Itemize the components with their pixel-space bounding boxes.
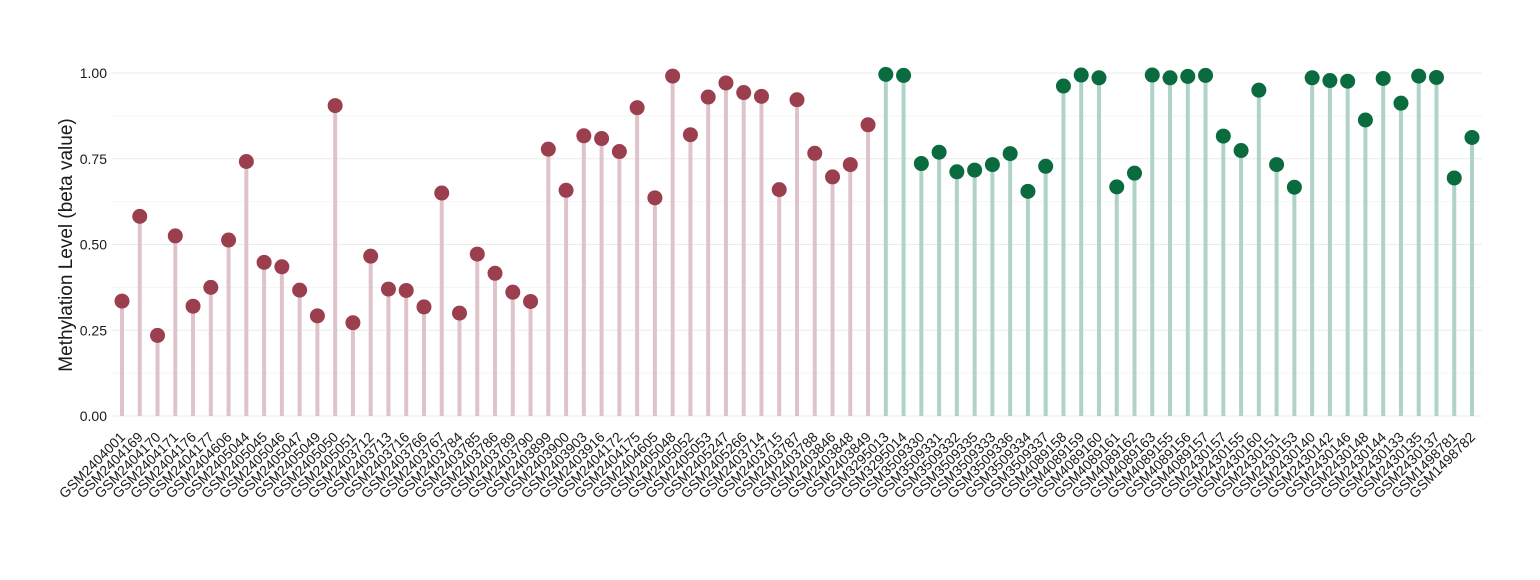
lollipop-point <box>558 182 574 198</box>
lollipop-point <box>1055 78 1071 94</box>
lollipop-point <box>505 284 521 300</box>
lollipop-point <box>789 92 805 108</box>
y-tick-label: 0.25 <box>80 322 107 338</box>
lollipop-point <box>896 67 912 83</box>
lollipop-point <box>949 164 965 180</box>
lollipop-point <box>1357 112 1373 128</box>
lollipop-point <box>807 145 823 161</box>
x-axis-ticks: GSM2404001GSM2404169GSM2404170GSM2404171… <box>56 429 1479 502</box>
lollipop-point <box>292 282 308 298</box>
lollipop-point <box>736 85 752 101</box>
lollipop-point <box>1464 129 1480 145</box>
lollipop-point <box>1162 70 1178 86</box>
lollipop-point <box>150 327 166 343</box>
lollipop-point <box>1393 95 1409 111</box>
lollipop-point <box>1109 179 1125 195</box>
lollipop-point <box>1411 68 1427 84</box>
lollipop-point <box>1340 73 1356 89</box>
y-tick-label: 0.50 <box>80 237 107 253</box>
lollipop-stems <box>120 74 1474 416</box>
lollipop-point <box>114 293 130 309</box>
lollipop-point <box>1198 67 1214 83</box>
lollipop-point <box>380 281 396 297</box>
lollipop-point <box>753 88 769 104</box>
lollipop-point <box>1144 67 1160 83</box>
lollipop-point <box>1446 170 1462 186</box>
lollipop-point <box>825 169 841 185</box>
lollipop-point <box>1304 70 1320 86</box>
lollipop-point <box>984 157 1000 173</box>
y-tick-label: 1.00 <box>80 65 107 81</box>
lollipop-point <box>327 98 343 114</box>
lollipop-point <box>487 265 503 281</box>
y-axis-ticks: 0.00 0.25 0.50 0.75 1.00 <box>80 65 107 424</box>
lollipop-point <box>1127 165 1142 181</box>
lollipop-point <box>416 299 432 315</box>
lollipop-point <box>185 298 201 314</box>
y-tick-label: 0.75 <box>80 151 107 167</box>
lollipop-point <box>452 305 467 321</box>
lollipop-point <box>1091 70 1107 86</box>
lollipop-point <box>931 144 947 160</box>
y-tick-label: 0.00 <box>80 408 107 424</box>
lollipop-point <box>1215 128 1231 144</box>
lollipop-point <box>629 100 645 116</box>
lollipop-point <box>523 293 539 309</box>
lollipop-point <box>718 75 734 91</box>
lollipop-point <box>1038 158 1054 174</box>
lollipop-point <box>1233 143 1249 159</box>
lollipop-point <box>1180 68 1196 84</box>
lollipop-point <box>682 127 698 143</box>
lollipop-point <box>434 185 450 201</box>
lollipop-point <box>1073 67 1089 83</box>
lollipop-point <box>611 144 627 160</box>
lollipop-point <box>647 190 663 206</box>
lollipop-point <box>238 153 254 169</box>
lollipop-point <box>878 66 894 82</box>
lollipop-point <box>913 156 929 172</box>
lollipop-point <box>1002 146 1018 162</box>
lollipop-point <box>274 259 290 275</box>
lollipop-point <box>771 182 787 198</box>
lollipop-point <box>576 128 592 144</box>
lollipop-point <box>345 315 361 331</box>
lollipop-point <box>665 68 681 84</box>
lollipop-point <box>221 232 237 248</box>
lollipop-point <box>1020 183 1036 199</box>
lollipop-point <box>1428 69 1444 85</box>
lollipop-point <box>594 131 610 147</box>
lollipop-point <box>1375 70 1391 86</box>
y-axis-title: Methylation Level (beta value) <box>56 118 77 371</box>
lollipop-point <box>967 162 983 178</box>
lollipop-point <box>1286 179 1302 195</box>
lollipop-point <box>469 246 485 262</box>
lollipop-point <box>1269 157 1285 173</box>
lollipop-point <box>1322 73 1338 89</box>
lollipop-point <box>700 89 716 105</box>
lollipop-point <box>398 282 414 298</box>
lollipop-point <box>167 228 183 244</box>
lollipop-point <box>540 141 556 157</box>
lollipop-point <box>842 157 858 173</box>
lollipop-point <box>860 117 876 133</box>
lollipop-point <box>256 254 272 270</box>
lollipop-points <box>114 66 1480 343</box>
lollipop-point <box>132 208 148 224</box>
lollipop-point <box>363 248 379 264</box>
lollipop-point <box>309 308 325 324</box>
lollipop-point <box>1251 82 1267 98</box>
lollipop-point <box>203 279 219 295</box>
